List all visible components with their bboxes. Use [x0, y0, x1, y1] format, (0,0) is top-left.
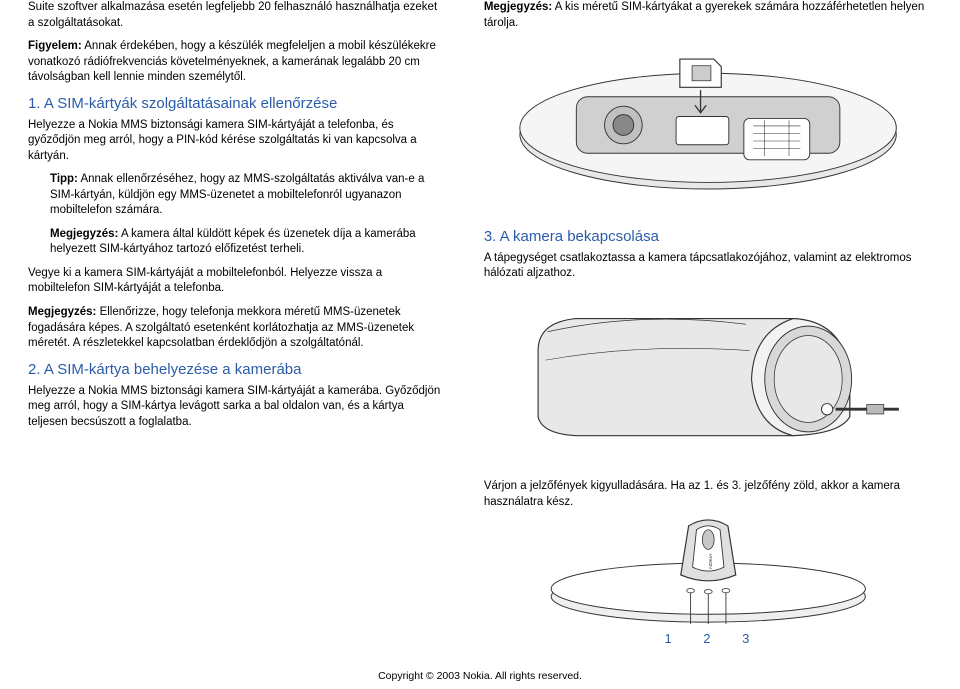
copyright-footer: Copyright © 2003 Nokia. All rights reser… [0, 669, 960, 683]
power-connect-illustration [484, 294, 932, 464]
note2-label: Megjegyzés: [28, 306, 96, 318]
left-column: Suite szoftver alkalmazása esetén legfel… [28, 0, 444, 648]
intro-paragraph: Suite szoftver alkalmazása esetén legfel… [28, 0, 444, 31]
p-sec2-1: Helyezze a Nokia MMS biztonsági kamera S… [28, 384, 444, 431]
p-sec3-1: A tápegységet csatlakoztassa a kamera tá… [484, 251, 932, 282]
note2-paragraph: Megjegyzés: Ellenőrizze, hogy telefonja … [28, 305, 444, 352]
note1-label: Megjegyzés: [50, 228, 118, 240]
nokia-logo: NOKIA [708, 553, 714, 569]
p-sec1-2: Vegye ki a kamera SIM-kártyáját a mobilt… [28, 266, 444, 297]
heading-2: 2. A SIM-kártya behelyezése a kamerába [28, 360, 444, 380]
heading-1: 1. A SIM-kártyák szolgáltatásainak ellen… [28, 94, 444, 114]
tip-text: Annak ellenőrzéséhez, hogy az MMS-szolgá… [50, 173, 424, 216]
warning-paragraph: Figyelem: Annak érdekében, hogy a készül… [28, 39, 444, 86]
p-sec3-2: Várjon a jelzőfények kigyulladására. Ha … [484, 479, 932, 510]
right-column: Megjegyzés: A kis méretű SIM-kártyákat a… [484, 0, 932, 648]
sim-insert-illustration [484, 45, 932, 205]
led-numbers: 1 2 3 [484, 630, 932, 648]
led-illustration: NOKIA [529, 518, 888, 626]
note3-paragraph: Megjegyzés: A kis méretű SIM-kártyákat a… [484, 0, 932, 31]
warning-label: Figyelem: [28, 40, 82, 52]
note1-paragraph: Megjegyzés: A kamera által küldött képek… [28, 227, 444, 258]
p-sec1-1: Helyezze a Nokia MMS biztonsági kamera S… [28, 118, 444, 165]
warning-text: Annak érdekében, hogy a készülék megfele… [28, 40, 436, 83]
note3-label: Megjegyzés: [484, 1, 552, 13]
tip-label: Tipp: [50, 173, 78, 185]
tip-paragraph: Tipp: Annak ellenőrzéséhez, hogy az MMS-… [28, 172, 444, 219]
heading-3: 3. A kamera bekapcsolása [484, 227, 932, 247]
